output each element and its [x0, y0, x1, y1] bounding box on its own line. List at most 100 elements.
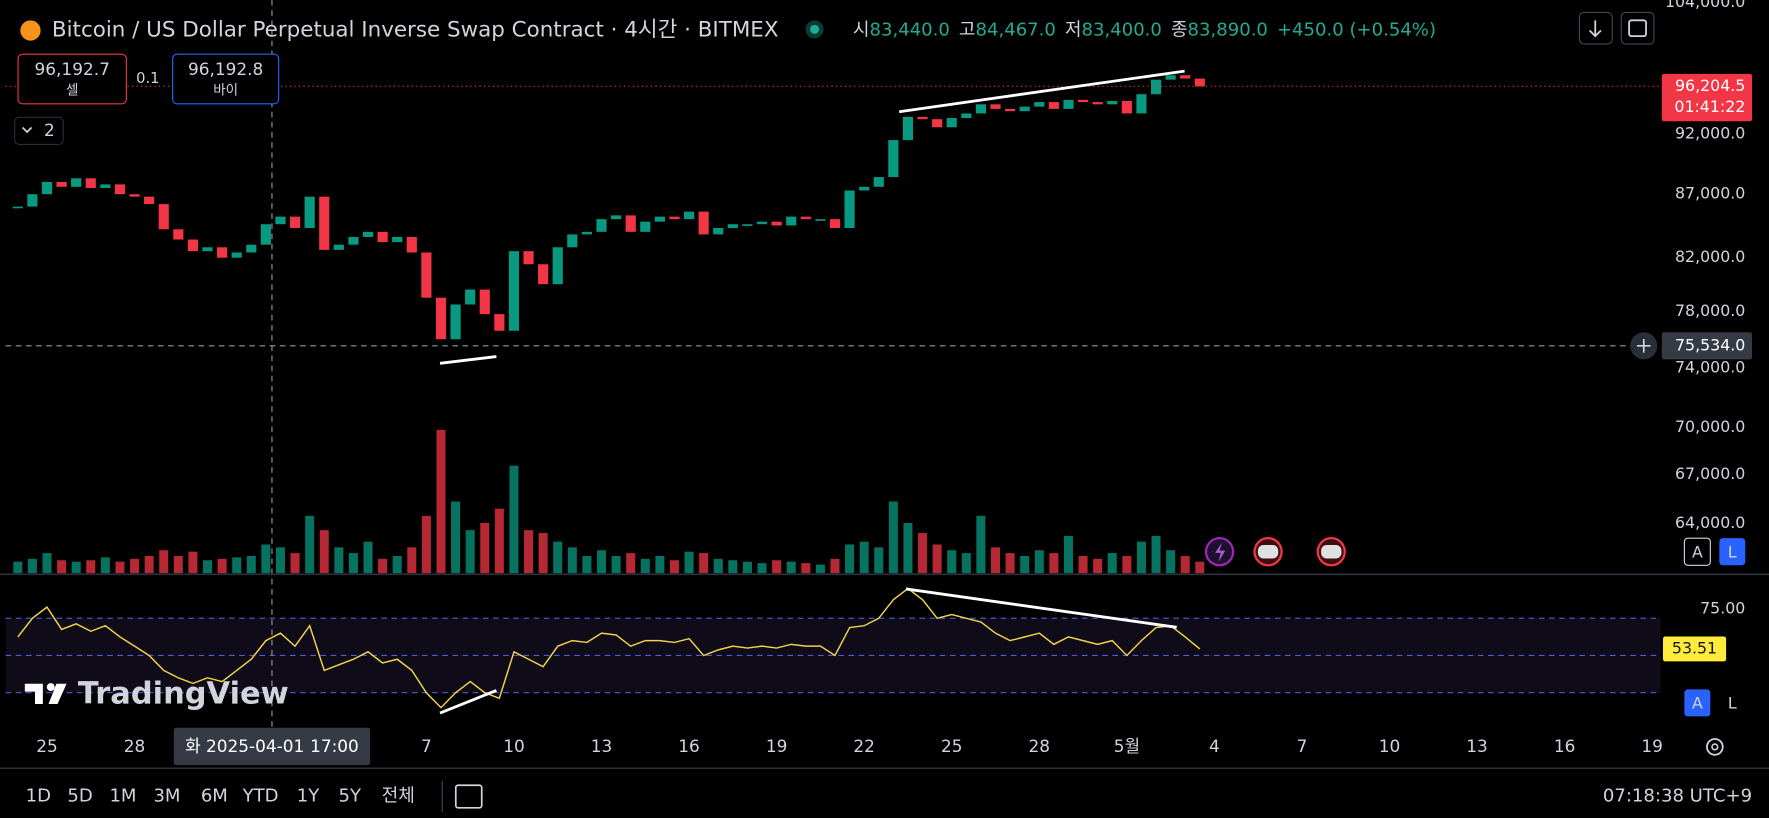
rsi-auto-button[interactable]: A — [1684, 689, 1711, 717]
candle — [304, 196, 315, 229]
flag-icon — [1321, 544, 1342, 559]
volume-bar — [232, 557, 242, 574]
candle — [362, 231, 374, 237]
x-tick-label: 28 — [1029, 736, 1051, 756]
timeframe-button[interactable]: 1M — [109, 786, 136, 807]
candle — [465, 289, 476, 305]
x-tick-label: 28 — [124, 736, 146, 756]
ohlc-label: 종 — [1171, 19, 1188, 40]
candle — [654, 216, 665, 222]
buy-button[interactable]: 96,192.8 바이 — [172, 53, 280, 105]
volume-bar — [874, 547, 884, 574]
rsi-log-button[interactable]: L — [1719, 689, 1746, 717]
candle — [800, 216, 811, 220]
candle — [348, 236, 359, 245]
ohlc-value: 83,400.0 — [1082, 19, 1162, 40]
candle — [392, 236, 403, 243]
candle — [742, 224, 753, 226]
timeframe-button[interactable]: 3M — [153, 786, 180, 807]
candle — [756, 221, 768, 225]
sell-button[interactable]: 96,192.7 셀 — [17, 53, 127, 105]
candle — [873, 177, 884, 187]
volume-bar — [772, 560, 782, 574]
volume-bar — [100, 557, 110, 574]
timeframe-button[interactable]: 1D — [26, 786, 51, 807]
indicator-toggle[interactable]: 2 — [14, 116, 64, 146]
timeframe-button[interactable]: 5D — [67, 786, 92, 807]
last-price-label: 96,204.5 — [1675, 76, 1745, 95]
volume-bar — [932, 544, 942, 574]
volume-bar — [1063, 535, 1073, 574]
status-dot — [810, 24, 820, 34]
volume-bar — [407, 547, 417, 574]
candle — [888, 140, 899, 178]
candle — [611, 215, 622, 220]
rsi-band-layer — [5, 617, 1661, 694]
timeframe-button[interactable]: 전체 — [382, 786, 415, 807]
log-scale-button[interactable]: L — [1719, 538, 1746, 566]
sell-label: 셀 — [66, 82, 78, 98]
volume-bar — [509, 465, 519, 574]
volume-bar — [611, 555, 621, 574]
buy-price: 96,192.8 — [188, 59, 263, 79]
volume-bar — [976, 515, 986, 574]
volume-bar — [699, 553, 709, 574]
volume-bar — [582, 555, 592, 574]
ohlc-value: 84,467.0 — [976, 19, 1056, 40]
plot-layer — [5, 0, 1661, 729]
volume-bar — [640, 558, 650, 574]
button-frame — [1719, 538, 1746, 566]
candle — [552, 247, 563, 285]
volume-bar — [553, 541, 563, 574]
countdown: 01:41:22 — [1674, 97, 1745, 116]
candle — [669, 216, 680, 220]
volume-bar — [27, 558, 37, 574]
x-tick-label: 4 — [1209, 736, 1220, 756]
volume-bar — [421, 515, 431, 574]
x-tick-label: 13 — [591, 736, 613, 756]
candle — [698, 211, 709, 235]
toggle-frame — [14, 116, 64, 146]
candle — [538, 264, 549, 285]
volume-bar — [1166, 550, 1176, 574]
x-tick-label: 5월 — [1114, 736, 1140, 756]
candle — [946, 118, 957, 128]
x-tick-label: 13 — [1466, 736, 1488, 756]
gear-icon — [1706, 738, 1724, 756]
candle — [932, 119, 943, 128]
auto-scale-button[interactable]: A — [1683, 537, 1711, 566]
volume-bar — [1093, 558, 1103, 574]
logo-shape — [24, 683, 43, 705]
scroll-down-button[interactable] — [1578, 11, 1613, 45]
replay-button[interactable] — [441, 780, 483, 813]
volume-bar — [1005, 553, 1015, 574]
candle — [100, 184, 111, 189]
candle — [975, 104, 986, 114]
volume-bar — [888, 501, 898, 574]
timeframe-button[interactable]: 1Y — [297, 786, 320, 807]
x-tick-label: 16 — [678, 736, 700, 756]
fullscreen-button[interactable] — [1620, 11, 1655, 45]
volume-bar — [655, 555, 665, 574]
timeframe-button[interactable]: YTD — [242, 786, 279, 807]
candle — [523, 251, 534, 265]
button-label: L — [1728, 542, 1737, 561]
candle — [231, 252, 242, 258]
timeframe-button[interactable]: 6M — [201, 786, 228, 807]
ohlc-label: 시 — [853, 19, 870, 40]
candle — [260, 224, 271, 245]
candle — [1165, 75, 1176, 80]
settings-button[interactable] — [1706, 738, 1724, 756]
toggle-count: 2 — [44, 120, 55, 140]
volume-bar — [451, 501, 461, 574]
volume-bar — [1034, 550, 1044, 574]
ohlc-value: 83,440.0 — [870, 19, 950, 40]
timeframe-button[interactable]: 5Y — [338, 786, 361, 807]
button-label: L — [1728, 694, 1737, 713]
volume-bar — [173, 555, 183, 574]
ohlc-label: 저 — [1065, 19, 1082, 40]
volume-bar — [669, 560, 679, 574]
logo-shape — [48, 683, 67, 705]
rsi-tick-label: 75.00 — [1700, 598, 1745, 617]
volume-bar — [626, 553, 636, 574]
